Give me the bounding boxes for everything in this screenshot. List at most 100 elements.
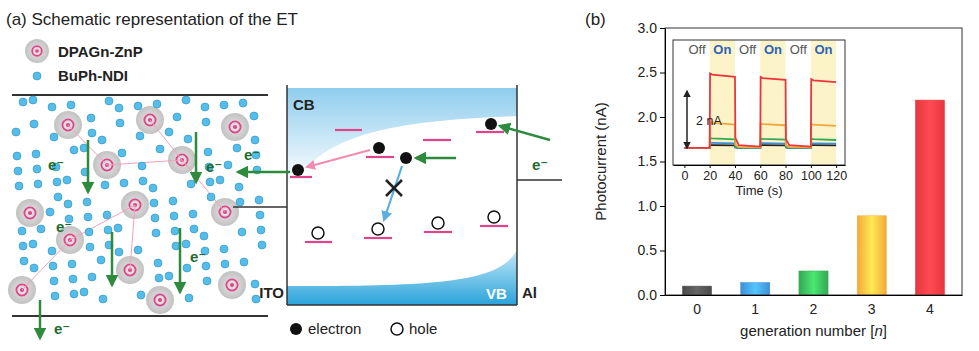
tick-label: 60: [754, 169, 768, 183]
ndi-dot: [134, 246, 142, 254]
electron-arrow: [39, 300, 42, 338]
ndi-dot: [203, 277, 211, 285]
ndi-dot: [33, 72, 41, 80]
plot-frame: [665, 28, 962, 295]
level-dash: [424, 231, 452, 233]
ndi-dot: [37, 225, 45, 233]
electron: [485, 118, 497, 130]
ndi-dot: [20, 257, 28, 265]
ndi-dot: [236, 198, 244, 206]
tick: 60: [754, 165, 768, 183]
ndi-dot: [216, 176, 224, 184]
tick: 120: [826, 165, 847, 183]
electron-label: e⁻: [190, 248, 206, 265]
ndi-dot: [118, 149, 126, 157]
ndi-dot: [200, 232, 208, 240]
ndi-dot: [18, 227, 26, 235]
ndi-dot: [257, 226, 265, 234]
block-cross: [386, 180, 402, 196]
ndi-dot: [201, 103, 209, 111]
ndi-dot: [169, 197, 177, 205]
electron: [400, 152, 412, 164]
ndi-dot: [98, 136, 106, 144]
tick: 3.0: [638, 20, 665, 36]
ndi-dot: [69, 275, 77, 283]
electron-label: e⁻: [56, 218, 72, 235]
level-dash: [480, 225, 508, 227]
ndi-dot: [46, 208, 54, 216]
tick: 2.5: [638, 64, 665, 80]
conduction-band: [287, 88, 517, 184]
tick: 0: [693, 295, 701, 317]
transfer-arrow: [307, 150, 370, 167]
ndi-dot: [235, 183, 243, 191]
inset-plot: [684, 40, 836, 165]
ndi-dot: [183, 264, 191, 272]
ndi-dot: [115, 248, 123, 256]
series-line: [684, 74, 836, 148]
porphyrin-shell: [146, 286, 174, 314]
tick-label: 0.5: [638, 242, 658, 258]
tick-label: 3.0: [638, 20, 658, 36]
hole: [372, 223, 384, 235]
ndi-dot: [153, 100, 161, 108]
tick-label: 40: [729, 169, 743, 183]
tick-label: 1: [751, 301, 759, 317]
ndi-dot: [187, 180, 195, 188]
hole: [312, 227, 324, 239]
electrode-label: Al: [522, 284, 537, 301]
ndi-dot: [70, 290, 78, 298]
ndi-dot: [53, 178, 61, 186]
tick-mark: [660, 117, 665, 118]
ndi-dot: [105, 97, 113, 105]
ndi-dot: [88, 129, 96, 137]
electron-label: e⁻: [54, 320, 70, 337]
ndi-dot: [202, 118, 210, 126]
ndi-dot: [136, 132, 144, 140]
ndi-dot: [51, 292, 59, 300]
tick: 80: [779, 165, 793, 183]
electron-arrow: [416, 157, 456, 160]
ndi-dot: [220, 245, 228, 253]
ndi-dot: [13, 152, 21, 160]
inset-frame: [673, 40, 845, 165]
tick-label: 1.0: [638, 198, 658, 214]
ndi-dot: [150, 199, 158, 207]
tick-mark: [836, 165, 837, 168]
ndi-dot: [170, 212, 178, 220]
level-dash: [423, 139, 451, 141]
tick-mark: [660, 73, 665, 74]
tick-label: 2: [810, 301, 818, 317]
tick-mark: [660, 251, 665, 252]
level-dash: [335, 129, 362, 131]
ndi-dot: [238, 228, 246, 236]
scale-bar-label: 2 nA: [696, 114, 722, 128]
ndi-dot: [251, 280, 259, 288]
ndi-dot: [139, 177, 147, 185]
species-label: BuPh-NDI: [58, 67, 128, 84]
transfer-link: [70, 205, 135, 240]
ndi-dot: [220, 101, 228, 109]
legend-label: hole: [409, 320, 437, 337]
tick: 0.5: [638, 242, 665, 258]
figure: (a) Schematic representation of the ETDP…: [0, 0, 979, 351]
ndi-dot: [33, 165, 41, 173]
ndi-dot: [63, 176, 71, 184]
porphyrin-shell: [218, 271, 246, 299]
text-part: n: [874, 322, 882, 339]
ndi-dot: [221, 260, 229, 268]
recombination-arrow: [384, 166, 402, 220]
tick: 2.0: [638, 109, 665, 125]
ndi-dot: [182, 96, 190, 104]
axis-line: [674, 165, 846, 166]
ndi-dot: [70, 146, 78, 154]
axis-line: [665, 29, 666, 296]
transfer-link: [130, 205, 135, 270]
tick: 1: [751, 295, 759, 317]
ndi-dot: [256, 211, 264, 219]
ndi-dot: [30, 264, 38, 272]
ndi-dot: [154, 259, 162, 267]
ndi-dot: [84, 213, 92, 221]
level-dash: [476, 131, 504, 133]
text-part: generation number [: [740, 322, 875, 339]
